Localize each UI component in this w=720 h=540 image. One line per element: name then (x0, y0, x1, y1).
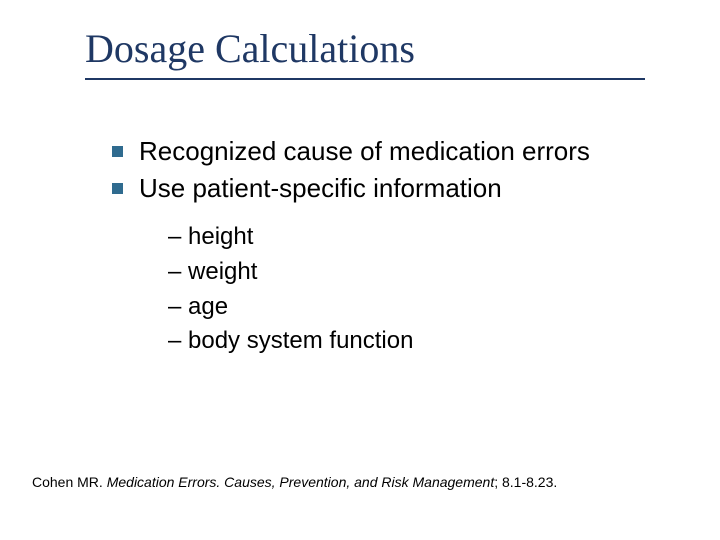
sub-item: – age (168, 290, 672, 325)
sub-item: – body system function (168, 324, 672, 359)
square-bullet-icon (112, 183, 123, 194)
slide: Dosage Calculations Recognized cause of … (0, 0, 720, 540)
bullet-item: Recognized cause of medication errors (112, 135, 672, 168)
bullet-text: Recognized cause of medication errors (139, 135, 590, 168)
citation-title: Medication Errors. Causes, Prevention, a… (107, 474, 495, 490)
citation-footnote: Cohen MR. Medication Errors. Causes, Pre… (32, 474, 692, 490)
slide-title: Dosage Calculations (85, 25, 645, 80)
square-bullet-icon (112, 146, 123, 157)
citation-pages: ; 8.1-8.23. (494, 474, 557, 490)
slide-body: Recognized cause of medication errors Us… (112, 135, 672, 359)
bullet-item: Use patient-specific information (112, 172, 672, 205)
sub-item: – weight (168, 255, 672, 290)
bullet-text: Use patient-specific information (139, 172, 502, 205)
citation-author: Cohen MR. (32, 474, 107, 490)
sub-item: – height (168, 220, 672, 255)
sub-list: – height – weight – age – body system fu… (168, 220, 672, 359)
